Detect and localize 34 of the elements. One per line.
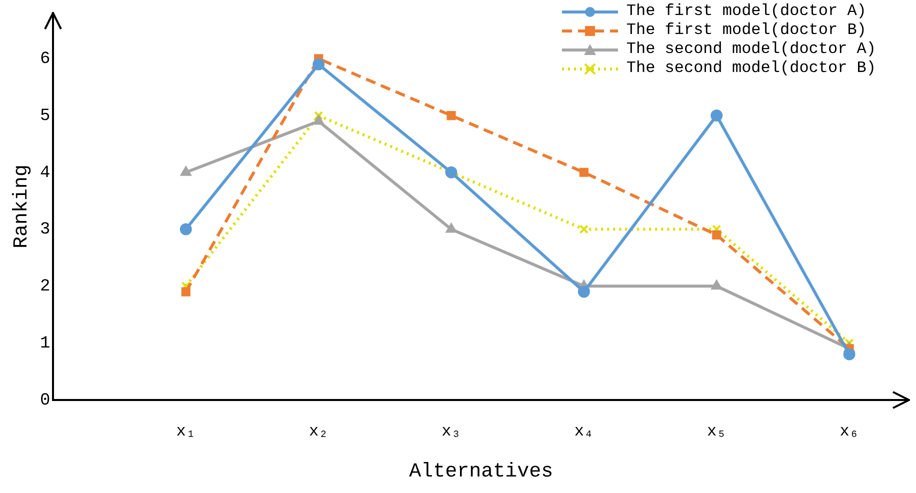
- y-tick-label: 0: [40, 391, 50, 410]
- legend-label: The first model(doctor A): [626, 2, 866, 21]
- y-tick-label: 4: [40, 164, 50, 183]
- y-tick-label: 3: [40, 220, 50, 240]
- point: [843, 348, 856, 360]
- point: [710, 110, 723, 122]
- y-tick-label: 2: [40, 278, 50, 297]
- x-tick-label: x₃: [442, 422, 461, 441]
- point: [711, 280, 722, 290]
- point: [180, 166, 192, 176]
- point: [579, 168, 588, 177]
- y-axis-title: Ranking: [10, 164, 34, 249]
- y-tick-label: 1: [40, 334, 50, 354]
- point: [313, 115, 324, 125]
- x-tick-label: x₄: [574, 422, 594, 441]
- x-tick-label: x₁: [176, 422, 196, 441]
- x-axis-title: Alternatives: [409, 460, 554, 484]
- point: [712, 230, 722, 240]
- point: [180, 223, 192, 236]
- y-tick-label: 5: [40, 107, 50, 126]
- point: [314, 111, 324, 120]
- point: [312, 58, 325, 70]
- legend-label: The second model(doctor A): [626, 40, 876, 59]
- x-tick-label: x₂: [308, 422, 328, 441]
- x-tick-label: x₆: [840, 422, 859, 441]
- point: [446, 223, 457, 233]
- legend-label: The second model(doctor B): [626, 59, 876, 78]
- y-tick-label: 6: [40, 50, 50, 70]
- x-tick-label: x₅: [707, 422, 726, 441]
- legend-label: The first model(doctor B): [626, 21, 866, 40]
- point: [579, 224, 588, 234]
- point: [578, 286, 590, 298]
- point: [446, 111, 456, 120]
- point: [181, 287, 190, 296]
